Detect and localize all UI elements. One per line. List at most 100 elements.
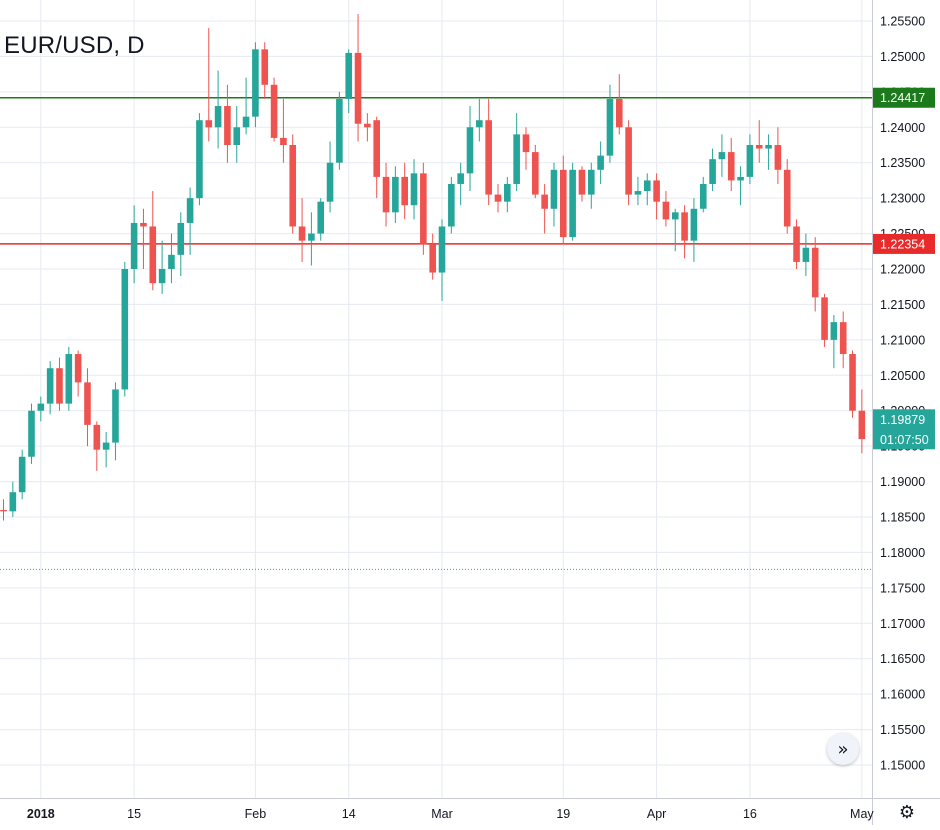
candle-body[interactable] <box>326 162 334 202</box>
candle-body[interactable] <box>448 183 455 227</box>
candle-body[interactable] <box>615 98 623 128</box>
candle-body[interactable] <box>755 145 763 149</box>
candle-body[interactable] <box>839 322 847 355</box>
candle-body[interactable] <box>289 145 297 227</box>
candle-body[interactable] <box>634 191 642 195</box>
candle-body[interactable] <box>653 180 660 202</box>
y-tick-label: 1.23500 <box>880 156 925 170</box>
candle-body[interactable] <box>718 152 726 160</box>
candle-body[interactable] <box>392 176 399 213</box>
candle-body[interactable] <box>858 410 866 440</box>
candle-body[interactable] <box>420 173 427 245</box>
candle-body[interactable] <box>737 176 744 181</box>
candle-body[interactable] <box>765 145 772 149</box>
candle-body[interactable] <box>382 176 390 213</box>
candle-body[interactable] <box>541 194 548 209</box>
candle-body[interactable] <box>252 49 259 117</box>
candle-body[interactable] <box>802 247 810 262</box>
candle-body[interactable] <box>578 169 586 195</box>
candle-body[interactable] <box>606 98 614 156</box>
candle-body[interactable] <box>149 226 157 284</box>
candle-body[interactable] <box>261 49 269 85</box>
candle-body[interactable] <box>783 169 791 227</box>
candle-body[interactable] <box>196 120 203 199</box>
candle-body[interactable] <box>466 127 474 174</box>
candle-body[interactable] <box>560 169 567 238</box>
candle-body[interactable] <box>46 368 54 404</box>
candle-body[interactable] <box>690 208 698 241</box>
candle-body[interactable] <box>569 169 576 238</box>
candle-body[interactable] <box>774 145 782 170</box>
candle-body[interactable] <box>410 173 418 206</box>
candle-body[interactable] <box>280 137 287 145</box>
candle-body[interactable] <box>429 244 436 273</box>
candle-body[interactable] <box>662 201 670 220</box>
candle-body[interactable] <box>485 120 492 195</box>
candle-body[interactable] <box>102 442 110 450</box>
candle-body[interactable] <box>84 382 91 425</box>
candle-body[interactable] <box>494 194 502 202</box>
candle-body[interactable] <box>364 123 371 128</box>
candle-body[interactable] <box>401 176 408 206</box>
candle-body[interactable] <box>242 116 250 128</box>
candle-body[interactable] <box>830 322 838 340</box>
candle-body[interactable] <box>699 183 707 209</box>
candle-body[interactable] <box>270 84 278 138</box>
candle-body[interactable] <box>345 52 353 99</box>
candle-body[interactable] <box>849 354 856 411</box>
candle-body[interactable] <box>671 212 679 220</box>
candle-body[interactable] <box>233 127 241 145</box>
candle-body[interactable] <box>18 456 26 493</box>
candle-body[interactable] <box>336 98 343 163</box>
candle-body[interactable] <box>56 368 63 404</box>
candle-body[interactable] <box>513 134 520 184</box>
candle-body[interactable] <box>476 120 483 128</box>
candle-body[interactable] <box>177 222 185 255</box>
candle-body[interactable] <box>597 155 604 170</box>
candle-body[interactable] <box>28 410 35 457</box>
candle-body[interactable] <box>373 120 380 177</box>
candle-body[interactable] <box>727 152 735 181</box>
candle-body[interactable] <box>65 354 73 404</box>
candle-body[interactable] <box>681 212 688 241</box>
candle-body[interactable] <box>93 424 101 450</box>
candle-body[interactable] <box>811 247 819 298</box>
candle-body[interactable] <box>37 403 45 411</box>
candle-body[interactable] <box>74 354 82 383</box>
candle-body[interactable] <box>186 198 194 223</box>
candle-body[interactable] <box>587 169 595 195</box>
candle-body[interactable] <box>224 106 231 145</box>
y-tick-label: 1.20500 <box>880 369 925 383</box>
candle-body[interactable] <box>205 120 213 128</box>
candle-body[interactable] <box>168 254 175 269</box>
candle-body[interactable] <box>140 222 147 227</box>
candle-body[interactable] <box>121 269 129 390</box>
candle-body[interactable] <box>532 152 539 195</box>
candle-body[interactable] <box>130 222 138 269</box>
candle-body[interactable] <box>550 169 558 209</box>
candle-body[interactable] <box>457 173 464 184</box>
candle-body[interactable] <box>214 106 222 128</box>
candle-body[interactable] <box>709 159 716 184</box>
candle-body[interactable] <box>522 134 530 153</box>
candle-body[interactable] <box>9 492 17 512</box>
candle-body[interactable] <box>317 201 325 234</box>
candle-body[interactable] <box>504 183 511 202</box>
candle-body[interactable] <box>793 226 800 262</box>
candle-body[interactable] <box>308 233 315 241</box>
scroll-to-realtime-button[interactable]: » <box>827 733 859 765</box>
candle-body[interactable] <box>298 226 306 241</box>
candle-body[interactable] <box>158 269 166 284</box>
chart-settings-button[interactable]: ⚙ <box>894 801 920 823</box>
candle-body[interactable] <box>821 297 828 340</box>
candle-body[interactable] <box>643 180 651 192</box>
candle-body[interactable] <box>625 127 632 195</box>
candle-body[interactable] <box>354 52 362 124</box>
candle-body[interactable] <box>438 226 446 273</box>
candle-body[interactable] <box>0 509 7 512</box>
x-tick-label: May <box>850 807 874 821</box>
candle-body[interactable] <box>112 389 119 443</box>
candle-body[interactable] <box>746 145 754 177</box>
